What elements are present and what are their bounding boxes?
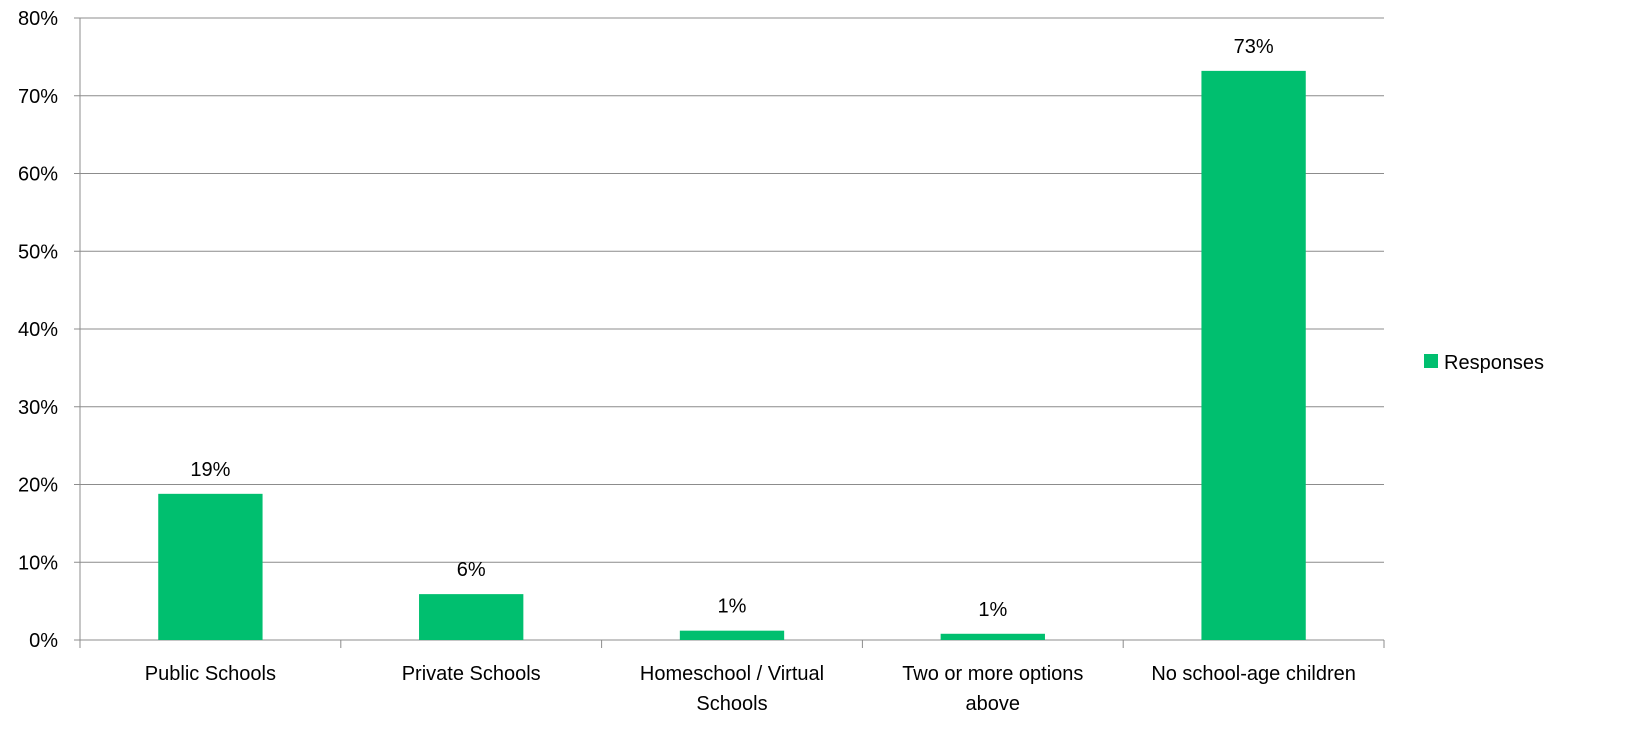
legend: Responses (1424, 352, 1544, 374)
data-label: 6% (457, 559, 486, 581)
legend-swatch (1424, 354, 1438, 368)
x-category-label-line: Private Schools (402, 663, 541, 685)
y-tick-label: 50% (18, 241, 58, 263)
y-tick-label: 10% (18, 552, 58, 574)
gridlines (80, 17, 1384, 563)
data-label: 19% (190, 459, 230, 481)
bar (1201, 70, 1306, 641)
y-tick-label: 80% (18, 8, 58, 30)
x-category-label-line: Homeschool / Virtual (640, 663, 824, 685)
bar (940, 633, 1045, 640)
x-category-label-line: above (966, 693, 1021, 715)
x-category-label: Two or more options above (902, 663, 1083, 715)
x-category-label-line: Public Schools (145, 663, 276, 685)
y-tick-label: 40% (18, 319, 58, 341)
bar (419, 594, 524, 640)
bars (158, 70, 1306, 641)
labels: 0% 10% 20% 30% 40% 50% 60% 70% 80% 19% Public Scho… (18, 8, 1356, 715)
x-category-label: No school-age children (1151, 663, 1356, 685)
y-tick-label: 20% (18, 475, 58, 497)
x-category-label: Public Schools (145, 663, 276, 685)
y-tick-label: 60% (18, 164, 58, 186)
bar (679, 630, 785, 640)
axes (74, 17, 1385, 648)
x-category-label: Homeschool / Virtual Schools (640, 663, 824, 715)
bar (158, 493, 263, 640)
x-category-label: Private Schools (402, 663, 541, 685)
x-category-label-line: Two or more options (902, 663, 1083, 685)
y-tick-label: 0% (29, 630, 58, 652)
y-tick-label: 70% (18, 86, 58, 108)
legend-label: Responses (1444, 352, 1544, 374)
data-label: 1% (718, 596, 747, 618)
y-tick-label: 30% (18, 397, 58, 419)
data-label: 73% (1234, 36, 1274, 58)
x-category-label-line: No school-age children (1151, 663, 1356, 685)
data-label: 1% (978, 599, 1007, 621)
x-category-label-line: Schools (696, 693, 767, 715)
